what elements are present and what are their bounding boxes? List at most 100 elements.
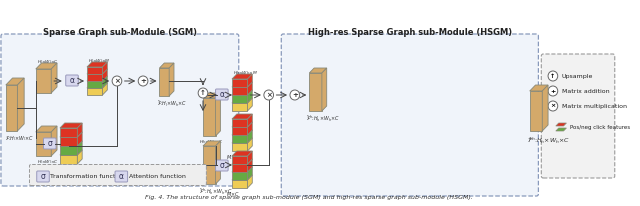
Polygon shape <box>232 143 248 151</box>
Polygon shape <box>248 98 252 111</box>
Polygon shape <box>232 167 252 172</box>
Text: $M$$\times$$C$: $M$$\times$$C$ <box>226 153 240 161</box>
Polygon shape <box>60 141 82 146</box>
Polygon shape <box>87 74 102 81</box>
Polygon shape <box>102 83 108 95</box>
Circle shape <box>264 90 273 100</box>
Text: +: + <box>550 89 556 94</box>
Polygon shape <box>248 159 252 172</box>
Text: σ: σ <box>40 172 45 181</box>
Text: σ: σ <box>220 161 224 170</box>
Polygon shape <box>556 128 566 131</box>
Polygon shape <box>232 114 252 119</box>
Text: $M$$\times$$C$: $M$$\times$$C$ <box>226 190 240 198</box>
Polygon shape <box>309 68 326 73</box>
Polygon shape <box>248 130 252 143</box>
FancyBboxPatch shape <box>216 160 228 171</box>
Polygon shape <box>232 122 252 127</box>
Polygon shape <box>36 69 51 93</box>
Polygon shape <box>232 156 248 164</box>
Polygon shape <box>232 103 248 111</box>
Polygon shape <box>216 93 220 136</box>
Text: σ: σ <box>47 139 52 148</box>
Polygon shape <box>232 159 252 164</box>
Polygon shape <box>203 146 216 184</box>
Polygon shape <box>248 138 252 151</box>
Text: $\hat{\mathcal{F}}^h$:$H_h$$\times$$W_h$$\times$$C$: $\hat{\mathcal{F}}^h$:$H_h$$\times$$W_h$… <box>527 136 570 146</box>
Text: Upsample: Upsample <box>561 74 593 78</box>
Text: Transformation function: Transformation function <box>51 174 125 179</box>
FancyBboxPatch shape <box>216 89 228 100</box>
Polygon shape <box>232 95 248 103</box>
Circle shape <box>548 101 557 111</box>
Polygon shape <box>102 69 108 81</box>
Text: Attention function: Attention function <box>129 174 186 179</box>
Polygon shape <box>77 123 82 137</box>
Text: Pos/neg click features: Pos/neg click features <box>570 125 630 130</box>
Polygon shape <box>60 123 82 128</box>
Text: ↑: ↑ <box>550 74 556 78</box>
Polygon shape <box>232 82 252 87</box>
Polygon shape <box>248 122 252 135</box>
Polygon shape <box>248 82 252 95</box>
FancyBboxPatch shape <box>36 171 49 182</box>
Polygon shape <box>17 78 24 131</box>
Polygon shape <box>77 141 82 155</box>
Text: $\hat{\mathcal{F}}^h$:$H_h$$\times$$W_h$$\times$$C$: $\hat{\mathcal{F}}^h$:$H_h$$\times$$W_h$… <box>307 113 340 124</box>
Polygon shape <box>102 76 108 88</box>
Text: ×: × <box>550 103 556 109</box>
FancyBboxPatch shape <box>115 171 127 182</box>
Polygon shape <box>77 132 82 146</box>
Polygon shape <box>77 150 82 164</box>
Polygon shape <box>51 63 57 93</box>
Text: $M$$\times$$C$: $M$$\times$$C$ <box>57 166 70 174</box>
Polygon shape <box>530 91 542 131</box>
Polygon shape <box>556 123 566 126</box>
Polygon shape <box>60 155 77 164</box>
Polygon shape <box>248 167 252 180</box>
Text: $H_l$$\times$$W_l$$\times$$M$: $H_l$$\times$$W_l$$\times$$M$ <box>88 57 111 65</box>
Text: Fig. 4. The structure of sparse graph sub-module (SGM) and high-res sparse graph: Fig. 4. The structure of sparse graph su… <box>145 195 473 200</box>
Text: α: α <box>220 90 225 99</box>
FancyBboxPatch shape <box>66 75 78 86</box>
Polygon shape <box>216 141 220 184</box>
Polygon shape <box>248 74 252 87</box>
Polygon shape <box>542 85 548 131</box>
Circle shape <box>548 86 557 96</box>
Polygon shape <box>232 119 248 127</box>
Polygon shape <box>322 68 326 111</box>
Text: $H_h$$\times$$W_h$$\times$$C$: $H_h$$\times$$W_h$$\times$$C$ <box>199 138 223 146</box>
Polygon shape <box>203 98 216 136</box>
Polygon shape <box>87 67 102 74</box>
Polygon shape <box>232 90 252 95</box>
Polygon shape <box>87 69 108 74</box>
Polygon shape <box>159 63 174 68</box>
Polygon shape <box>248 90 252 103</box>
Text: ×: × <box>114 78 120 84</box>
Polygon shape <box>232 172 248 180</box>
Polygon shape <box>60 137 77 146</box>
Polygon shape <box>36 126 57 132</box>
Circle shape <box>290 90 300 100</box>
Polygon shape <box>232 74 252 79</box>
Polygon shape <box>232 175 252 180</box>
Polygon shape <box>36 132 51 156</box>
FancyBboxPatch shape <box>282 34 538 196</box>
Circle shape <box>548 71 557 81</box>
Text: $\hat{\mathcal{F}}$:$H_l$$\times$$W_h$$\times$$C$: $\hat{\mathcal{F}}$:$H_l$$\times$$W_h$$\… <box>157 98 187 109</box>
Polygon shape <box>60 132 82 137</box>
FancyBboxPatch shape <box>1 34 239 186</box>
Polygon shape <box>87 88 102 95</box>
Text: $\mathcal{F}$:$H_l$$\times$$W_l$$\times$$C$: $\mathcal{F}$:$H_l$$\times$$W_l$$\times$… <box>5 134 34 143</box>
Polygon shape <box>51 126 57 156</box>
Text: ↑: ↑ <box>200 90 206 96</box>
Text: Sparse Graph sub-Module (SGM): Sparse Graph sub-Module (SGM) <box>43 27 197 36</box>
Polygon shape <box>248 151 252 164</box>
Polygon shape <box>232 79 248 87</box>
Polygon shape <box>232 127 248 135</box>
Circle shape <box>198 88 208 98</box>
Text: +: + <box>292 92 298 98</box>
Text: $H_l$$\times$$W_l$$\times$$C$: $H_l$$\times$$W_l$$\times$$C$ <box>36 158 59 166</box>
Text: α: α <box>70 76 74 85</box>
Polygon shape <box>87 83 108 88</box>
